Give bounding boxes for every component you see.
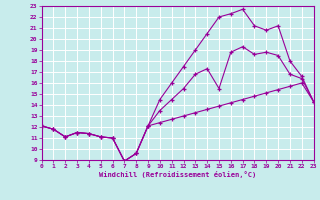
X-axis label: Windchill (Refroidissement éolien,°C): Windchill (Refroidissement éolien,°C) (99, 171, 256, 178)
